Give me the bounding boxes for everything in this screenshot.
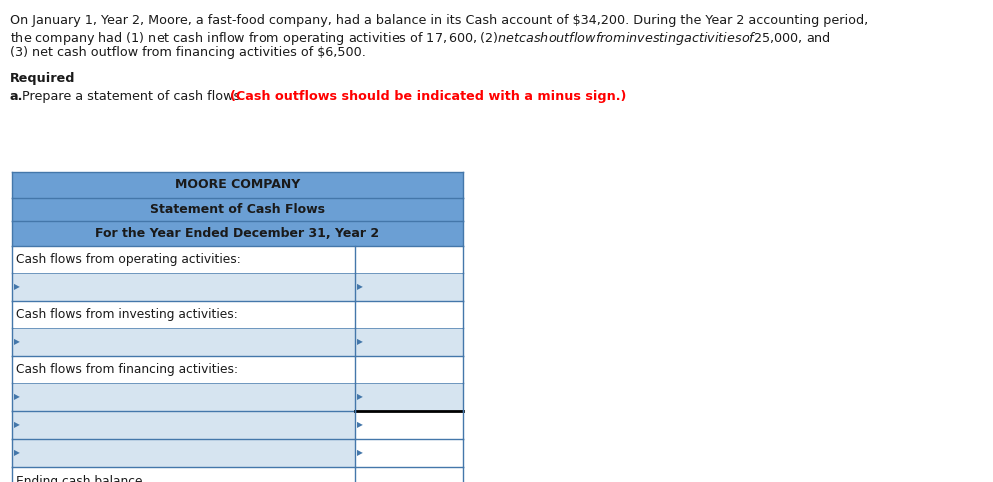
Bar [12,467,355,482]
Text: Prepare a statement of cash flows.: Prepare a statement of cash flows. [22,90,248,103]
Text: On January 1, Year 2, Moore, a fast-food company, had a balance in its Cash acco: On January 1, Year 2, Moore, a fast-food… [10,14,868,27]
Bar [355,356,463,383]
Text: ▶: ▶ [357,420,362,429]
Bar [355,328,463,356]
Bar [12,383,355,411]
Bar [12,411,355,439]
Text: Cash flows from operating activities:: Cash flows from operating activities: [16,253,240,266]
Bar [355,246,463,273]
Bar [12,439,355,467]
Text: the company had (1) net cash inflow from operating activities of $17,600, (2) ne: the company had (1) net cash inflow from… [10,30,831,47]
Bar [355,383,463,411]
Text: (Cash outflows should be indicated with a minus sign.): (Cash outflows should be indicated with … [230,90,627,103]
Text: ▶: ▶ [357,448,362,457]
Bar [12,356,355,383]
Text: MOORE COMPANY: MOORE COMPANY [175,178,300,191]
Bar [12,328,355,356]
Bar [12,221,463,246]
Text: Ending cash balance: Ending cash balance [16,474,143,482]
Bar [355,273,463,301]
Text: ▶: ▶ [357,392,362,402]
Text: ▶: ▶ [357,282,362,292]
Text: ▶: ▶ [14,420,20,429]
Bar [12,198,463,221]
Text: Cash flows from financing activities:: Cash flows from financing activities: [16,363,238,376]
Bar [355,301,463,328]
Text: ▶: ▶ [14,448,20,457]
Bar [12,172,463,198]
Bar [12,246,355,273]
Text: (3) net cash outflow from financing activities of $6,500.: (3) net cash outflow from financing acti… [10,46,365,59]
Text: Required: Required [10,72,75,85]
Text: Statement of Cash Flows: Statement of Cash Flows [150,203,325,216]
Bar [355,411,463,439]
Bar [12,301,355,328]
Bar [12,273,355,301]
Text: For the Year Ended December 31, Year 2: For the Year Ended December 31, Year 2 [95,227,379,240]
Text: a.: a. [10,90,24,103]
Text: ▶: ▶ [14,282,20,292]
Text: ▶: ▶ [14,337,20,347]
Text: Cash flows from investing activities:: Cash flows from investing activities: [16,308,237,321]
Text: ▶: ▶ [357,337,362,347]
Bar [355,439,463,467]
Text: ▶: ▶ [14,392,20,402]
Bar [355,467,463,482]
